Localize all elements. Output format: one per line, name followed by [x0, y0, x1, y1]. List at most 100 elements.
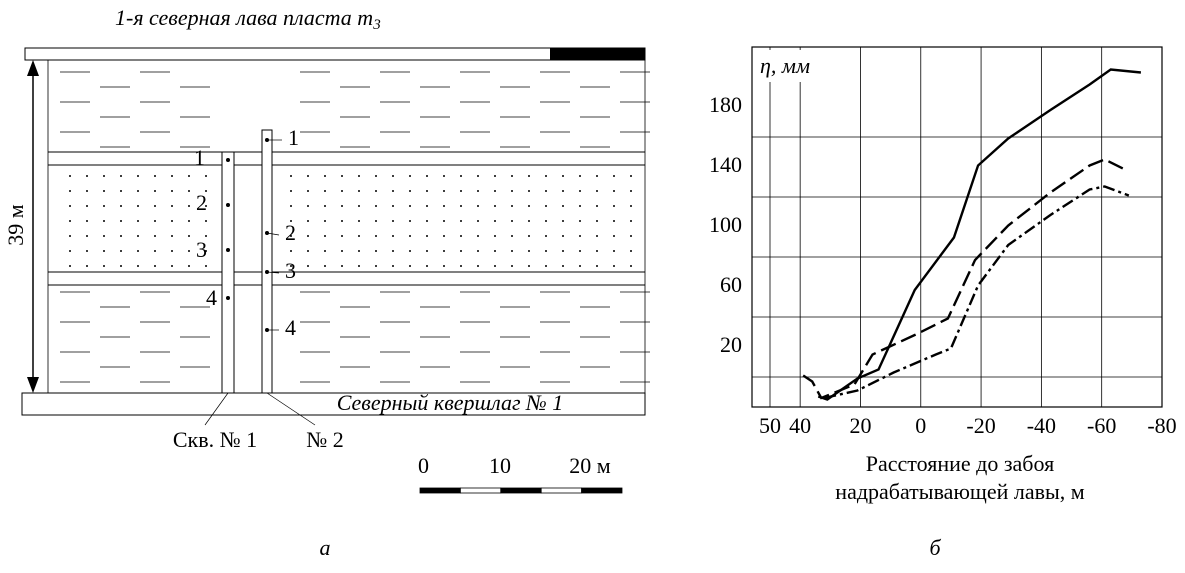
dot [137, 220, 139, 222]
dot [562, 235, 564, 237]
dot [579, 190, 581, 192]
dot [358, 235, 360, 237]
dot [120, 235, 122, 237]
dot [630, 250, 632, 252]
dot [579, 250, 581, 252]
dot [324, 205, 326, 207]
dot [375, 265, 377, 267]
dot [596, 190, 598, 192]
dot [154, 250, 156, 252]
dot [375, 250, 377, 252]
dot [324, 265, 326, 267]
dot [511, 265, 513, 267]
panel-label: а [320, 535, 331, 560]
dot [443, 250, 445, 252]
leader [266, 232, 280, 236]
dot [120, 265, 122, 267]
dot [477, 175, 479, 177]
x-tick-label: 0 [915, 413, 926, 438]
dot [409, 190, 411, 192]
dot [562, 205, 564, 207]
dot [460, 220, 462, 222]
dot [562, 250, 564, 252]
dot [545, 205, 547, 207]
dot [307, 205, 309, 207]
dot [426, 220, 428, 222]
dot [392, 190, 394, 192]
dot [171, 175, 173, 177]
dot [460, 235, 462, 237]
dot [630, 220, 632, 222]
dot [477, 235, 479, 237]
dot [69, 205, 71, 207]
y-tick-label: 20 [720, 332, 742, 357]
dot [511, 235, 513, 237]
dot [562, 175, 564, 177]
y-axis-label: η, мм [760, 53, 810, 78]
dot [477, 265, 479, 267]
dot [307, 220, 309, 222]
plot-frame [751, 46, 1163, 408]
dot [290, 190, 292, 192]
dot [613, 175, 615, 177]
dot [86, 220, 88, 222]
dot [341, 175, 343, 177]
point-label: 2 [285, 220, 296, 245]
dot [596, 235, 598, 237]
dot [426, 175, 428, 177]
dot [494, 235, 496, 237]
dot [205, 235, 207, 237]
dot [375, 235, 377, 237]
scale-label: 10 [489, 453, 511, 478]
height-label: 39 м [3, 204, 28, 246]
dot [392, 220, 394, 222]
x-tick-label: 40 [789, 413, 811, 438]
x-tick-label: 50 [759, 413, 781, 438]
dot [596, 175, 598, 177]
dot [511, 205, 513, 207]
dot [392, 250, 394, 252]
dot [613, 220, 615, 222]
dot [409, 235, 411, 237]
dot [205, 265, 207, 267]
dot [613, 265, 615, 267]
dot [511, 250, 513, 252]
x-tick-label: -80 [1147, 413, 1176, 438]
chart: 50 40 20 0 -20 -40 -60 -80 20 60 100 140 180 η, мм Рас… [709, 46, 1177, 560]
dot [205, 220, 207, 222]
dot [290, 250, 292, 252]
measure-point [226, 248, 230, 252]
dot [494, 220, 496, 222]
dot [324, 220, 326, 222]
y-tick-label: 180 [709, 92, 742, 117]
dot [120, 250, 122, 252]
dot [613, 205, 615, 207]
dot [562, 190, 564, 192]
dot [69, 175, 71, 177]
dot [205, 175, 207, 177]
dot [86, 175, 88, 177]
dot [307, 190, 309, 192]
dot [545, 190, 547, 192]
dot [103, 205, 105, 207]
dot [409, 220, 411, 222]
dot [426, 265, 428, 267]
dot [171, 190, 173, 192]
dot [528, 190, 530, 192]
scale-label: 0 [418, 453, 429, 478]
dot [171, 250, 173, 252]
dot [613, 235, 615, 237]
dot [120, 205, 122, 207]
dot [188, 220, 190, 222]
dot [409, 265, 411, 267]
dot [154, 220, 156, 222]
point-label: 4 [285, 315, 296, 340]
dot [358, 250, 360, 252]
dot [290, 235, 292, 237]
dot [392, 205, 394, 207]
x-tick-label: -60 [1087, 413, 1116, 438]
dot [341, 265, 343, 267]
dot [460, 205, 462, 207]
dot [494, 190, 496, 192]
dot [290, 220, 292, 222]
